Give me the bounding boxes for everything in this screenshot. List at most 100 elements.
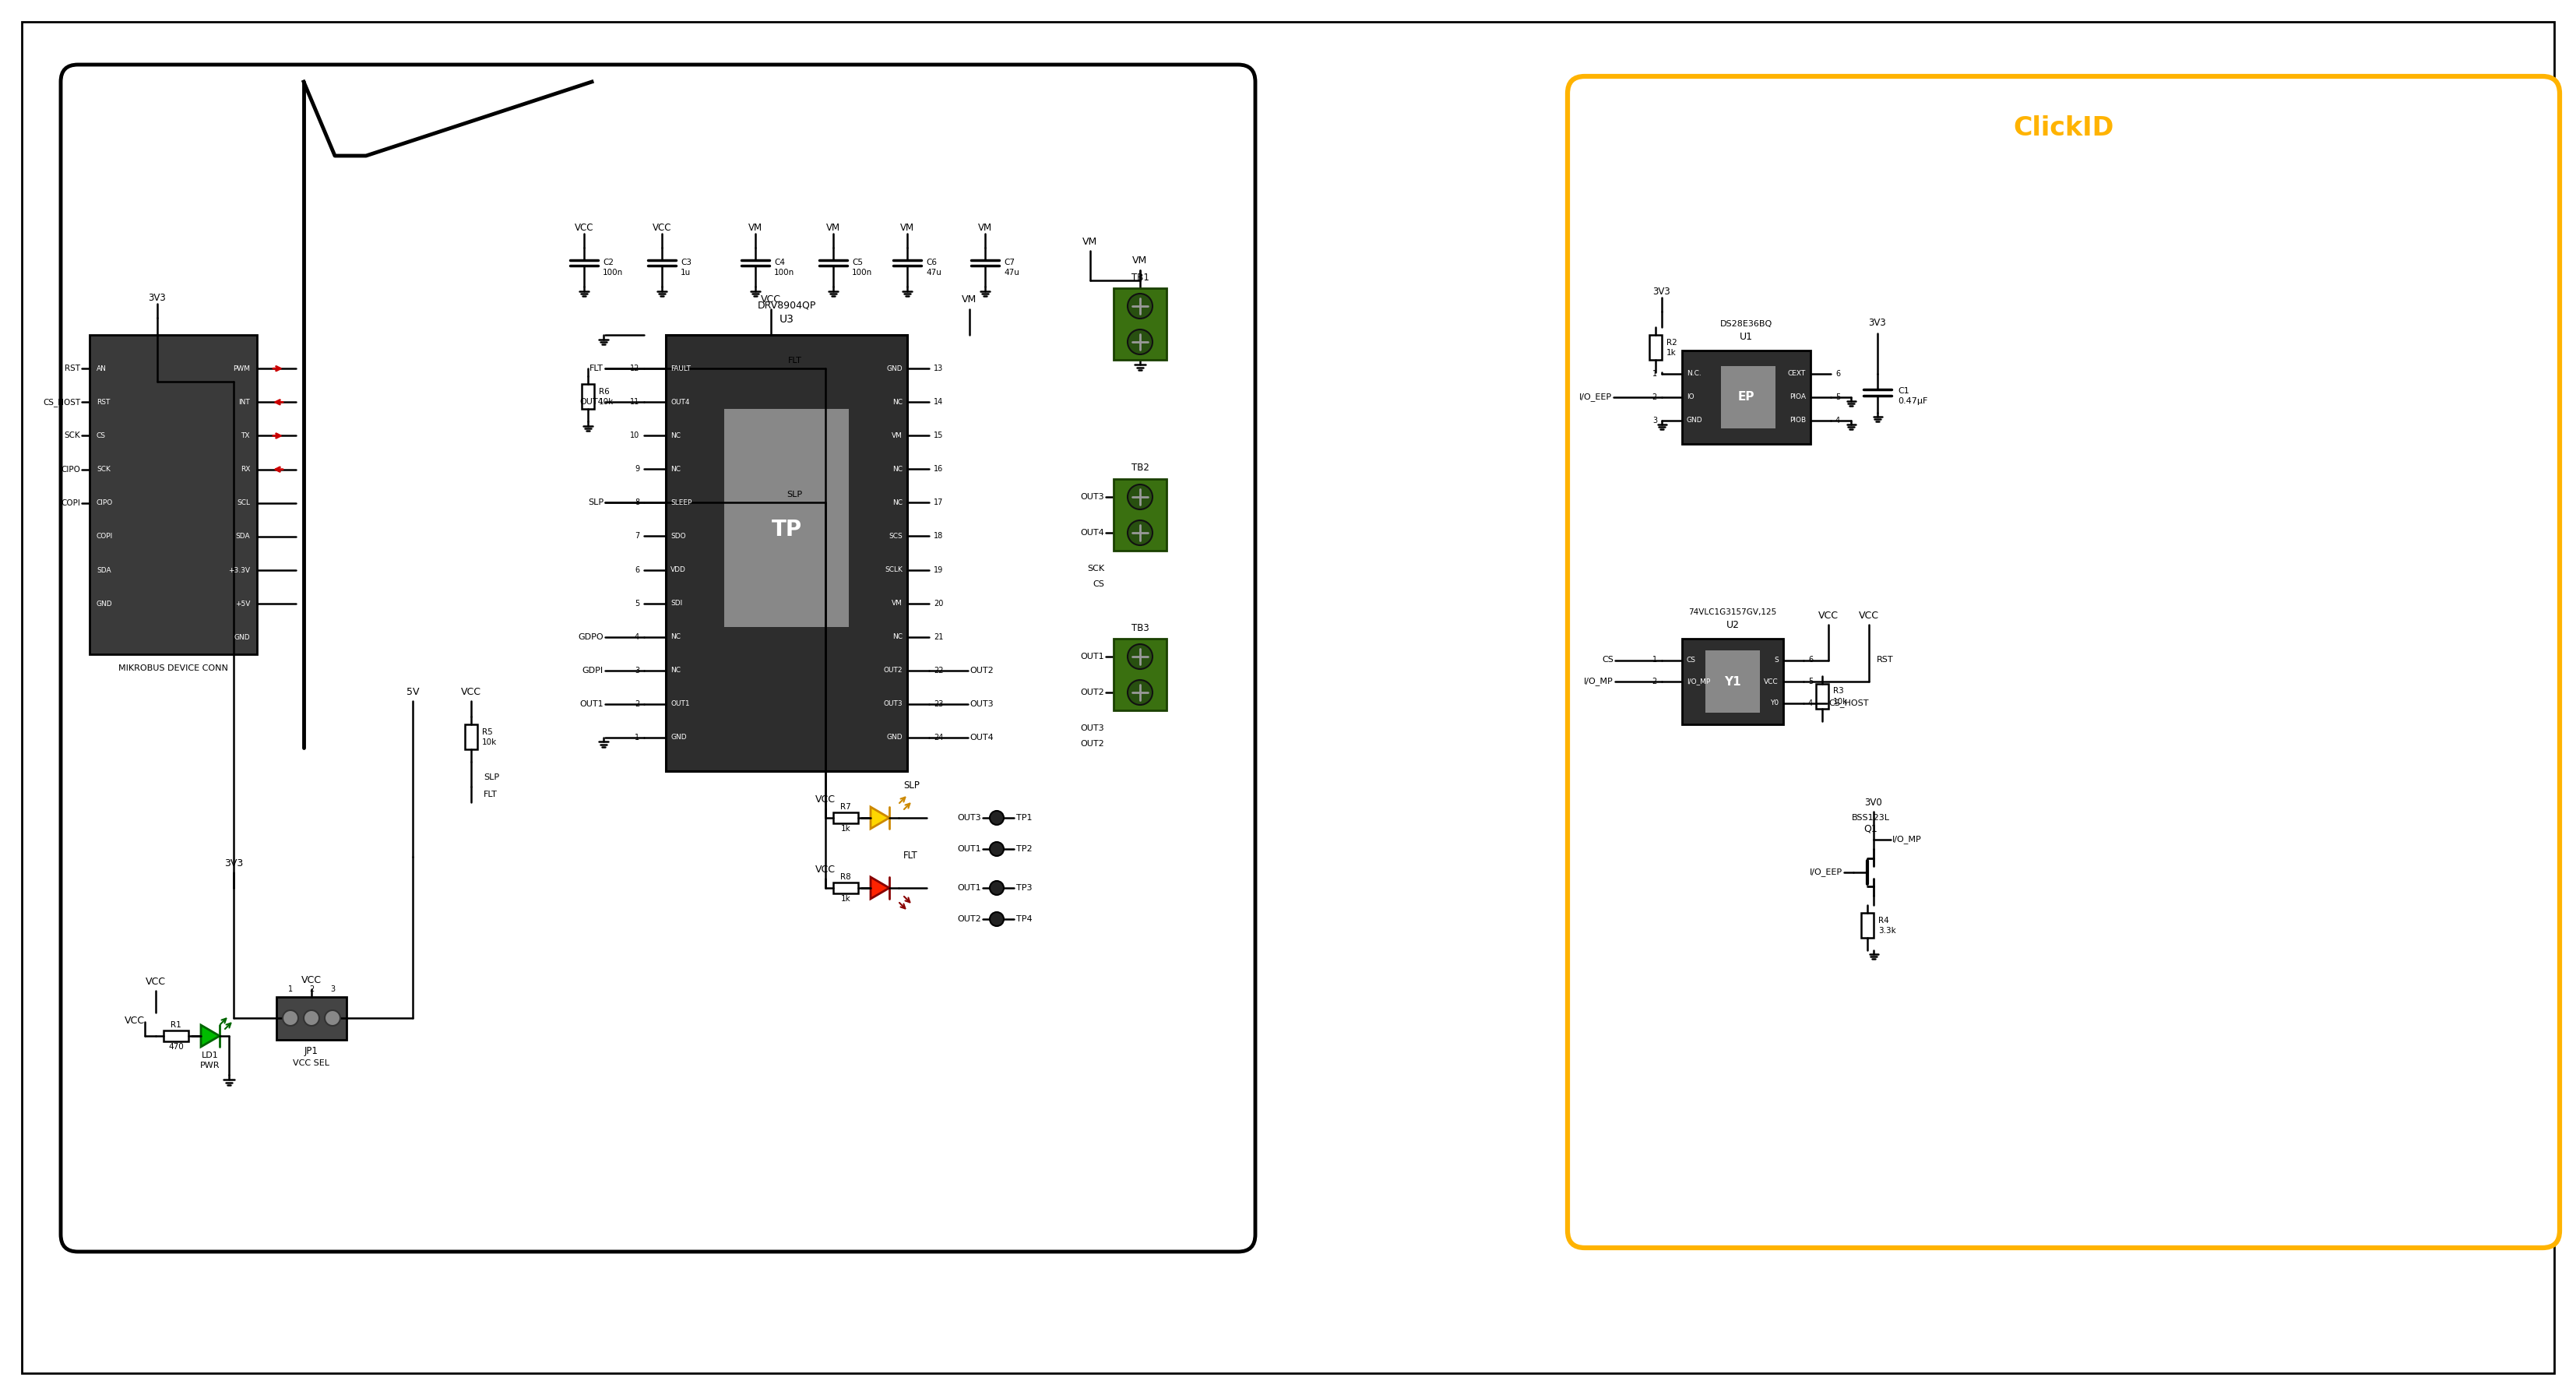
Text: OUT4: OUT4 [969,734,994,742]
Text: NC: NC [891,499,902,506]
Text: NC: NC [891,633,902,640]
Text: 14: 14 [933,398,943,406]
Text: C7: C7 [1005,258,1015,266]
Text: CEXT: CEXT [1788,370,1806,378]
Text: 3.3k: 3.3k [1878,926,1896,935]
Text: 3: 3 [1651,417,1656,424]
Bar [1682,350,1811,444]
Circle shape [325,1010,340,1025]
Text: PIOB: PIOB [1790,417,1806,424]
Text: NC: NC [670,466,680,473]
Text: OUT3: OUT3 [1079,492,1105,501]
Text: VDD: VDD [670,566,685,573]
Bar [162,1031,188,1042]
Bar [582,384,595,409]
Text: CS_HOST: CS_HOST [44,398,80,406]
Text: U2: U2 [1726,619,1739,629]
Text: VCC: VCC [1765,678,1777,685]
Text: 21: 21 [933,633,943,640]
Text: 22: 22 [933,667,943,674]
Text: I/O_EEP: I/O_EEP [1811,868,1842,876]
Text: 5: 5 [634,600,639,607]
Text: NC: NC [670,432,680,439]
Text: 3V3: 3V3 [149,293,167,303]
Text: AN: AN [95,365,106,372]
Text: VCC: VCC [652,222,672,233]
Text: OUT1: OUT1 [958,845,981,852]
Bar [1113,639,1167,710]
Text: NC: NC [891,399,902,406]
Text: SDI: SDI [670,600,683,607]
Text: Q1: Q1 [1862,823,1878,834]
Text: SDA: SDA [234,533,250,540]
Text: 24: 24 [933,734,943,742]
Text: SLP: SLP [904,780,920,790]
Text: C4: C4 [773,258,786,266]
Text: COPI: COPI [62,499,80,506]
Text: 2: 2 [634,700,639,707]
Text: RST: RST [64,364,80,372]
Bar [90,335,258,654]
Bar [1721,365,1775,428]
Text: VCC: VCC [760,294,781,306]
Circle shape [1128,329,1151,354]
Text: Y0: Y0 [1770,699,1777,706]
Text: NC: NC [891,466,902,473]
Text: 6: 6 [1808,656,1814,664]
Text: 5: 5 [1837,393,1839,402]
Circle shape [989,810,1005,824]
Text: 12: 12 [629,364,639,372]
Text: 74VLC1G3157GV,125: 74VLC1G3157GV,125 [1687,608,1777,617]
Text: 13: 13 [933,364,943,372]
Text: OUT3: OUT3 [884,700,902,707]
Bar [724,409,850,626]
Text: SCL: SCL [237,499,250,506]
Text: VM: VM [979,222,992,233]
Text: TB1: TB1 [1131,272,1149,282]
Text: S: S [1775,657,1777,664]
Text: 16: 16 [933,466,943,473]
Text: GND: GND [886,365,902,372]
Text: JP1: JP1 [304,1046,319,1056]
Text: RST: RST [95,399,111,406]
Text: VM: VM [827,222,840,233]
Text: 1u: 1u [680,269,690,276]
Text: I/O_EEP: I/O_EEP [1579,393,1613,402]
Text: R5: R5 [482,728,492,737]
Text: INT: INT [240,399,250,406]
Text: VCC: VCC [817,794,835,804]
Text: OUT2: OUT2 [884,667,902,674]
Text: VCC: VCC [147,976,165,986]
Text: SLP: SLP [786,491,801,499]
Text: 1: 1 [1651,656,1656,664]
Text: VM: VM [961,294,976,306]
Text: C5: C5 [853,258,863,266]
Text: 4: 4 [1808,699,1814,707]
Text: 10: 10 [629,431,639,439]
Text: CS_HOST: CS_HOST [1829,699,1868,707]
Text: OUT4: OUT4 [1079,529,1105,537]
Bar [1113,478,1167,551]
Text: 3V3: 3V3 [224,858,242,868]
Text: R6: R6 [598,388,611,396]
Text: C3: C3 [680,258,690,266]
Text: SLEEP: SLEEP [670,499,693,506]
Text: 47u: 47u [925,269,940,276]
Text: 0.47μF: 0.47μF [1899,398,1927,405]
Text: 10k: 10k [482,738,497,746]
Text: R7: R7 [840,804,850,810]
Text: FLT: FLT [904,850,917,861]
Text: +3.3V: +3.3V [229,566,250,573]
Bar [665,335,907,771]
Text: TP3: TP3 [1015,884,1033,891]
Text: 23: 23 [933,700,943,707]
Text: FAULT: FAULT [670,365,690,372]
Text: I/O_MP: I/O_MP [1893,836,1922,844]
Bar [832,883,858,893]
Text: SDA: SDA [95,566,111,573]
Text: U3: U3 [778,314,793,325]
Bar [1113,289,1167,360]
FancyBboxPatch shape [62,64,1255,1251]
Text: DS28E36BQ: DS28E36BQ [1721,319,1772,328]
Text: TP4: TP4 [1015,915,1033,923]
